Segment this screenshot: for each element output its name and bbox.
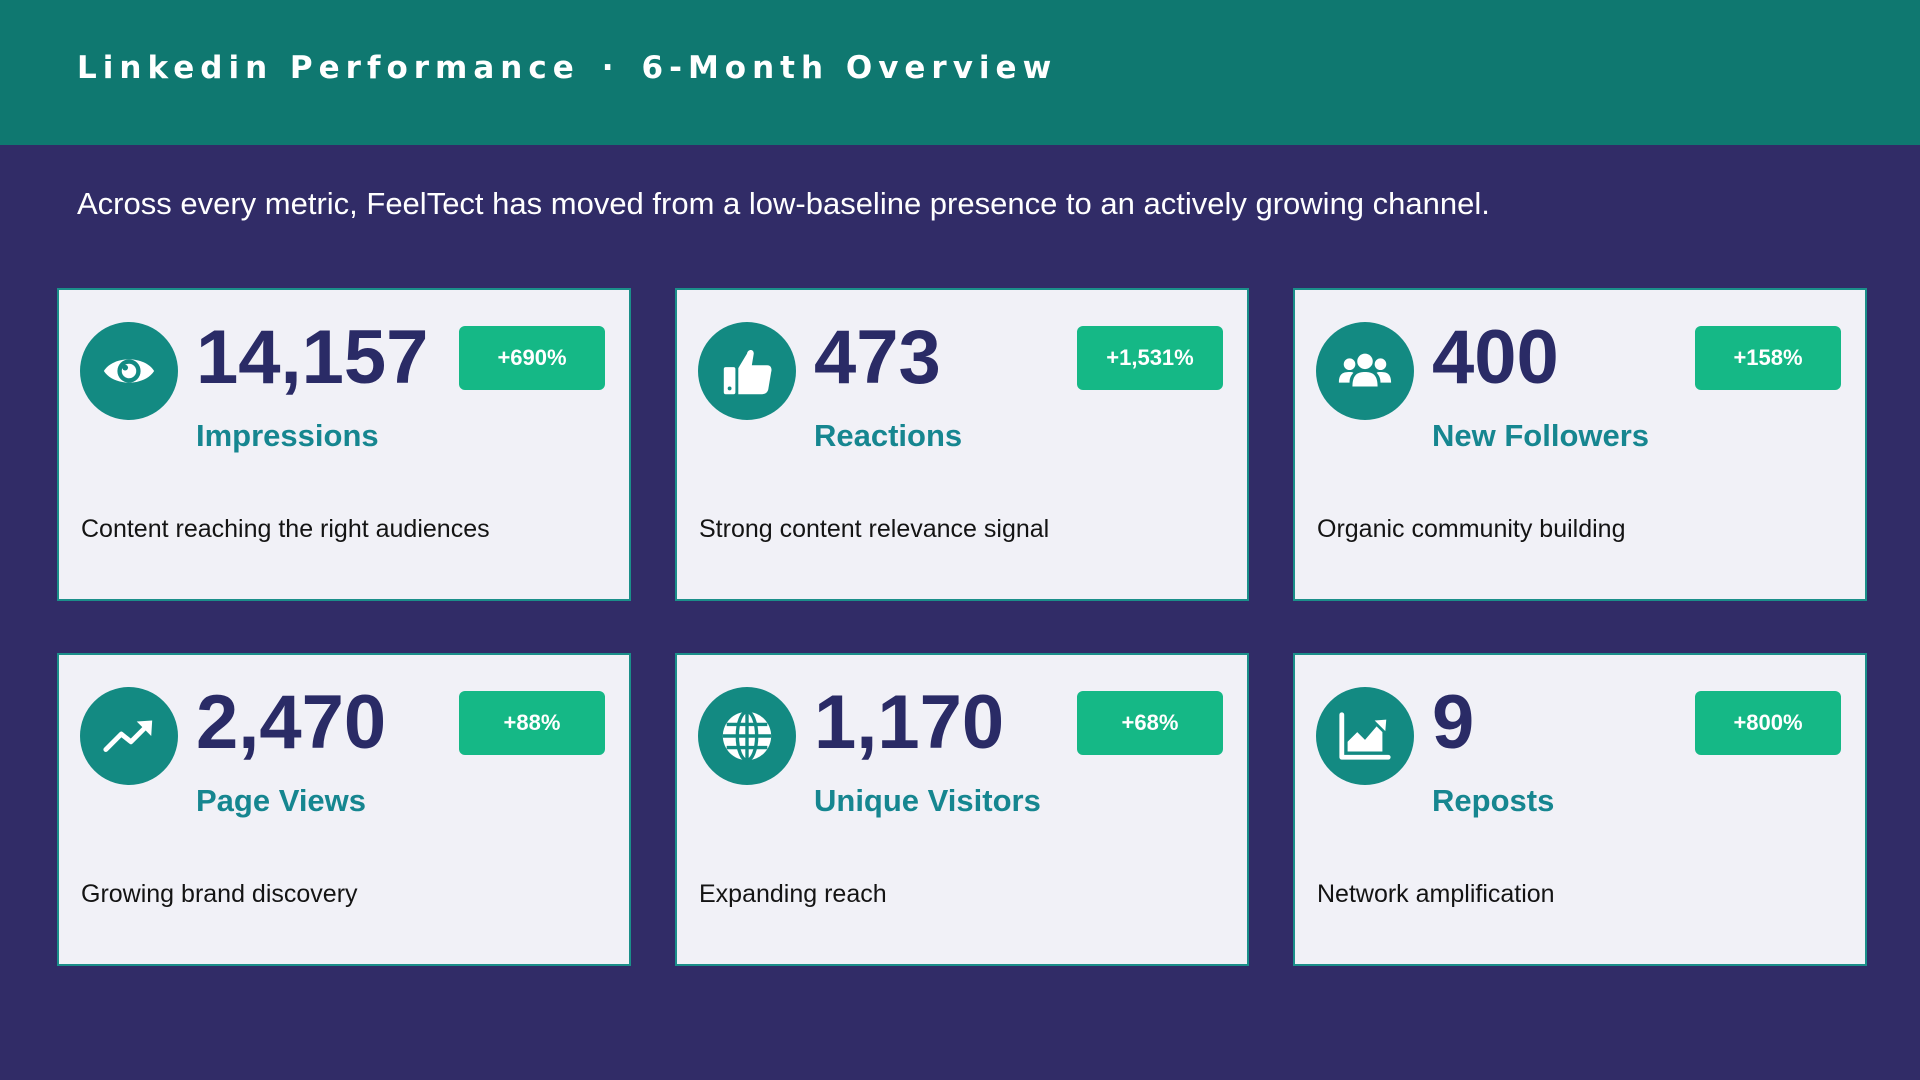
metric-label: Reposts (1432, 783, 1555, 818)
metric-card-unique-visitors: 1,170 Unique Visitors +68% Expanding rea… (675, 653, 1249, 966)
period-text: 6-Month Overview (641, 50, 1058, 86)
globe-icon (698, 687, 796, 785)
metric-description: Content reaching the right audiences (81, 515, 490, 543)
change-badge: +690% (459, 326, 605, 390)
metric-card-reposts: 9 Reposts +800% Network amplification (1293, 653, 1867, 966)
metric-label: Impressions (196, 418, 379, 453)
metric-value: 400 (1432, 315, 1559, 400)
trending-up-icon (80, 687, 178, 785)
area-chart-icon (1316, 687, 1414, 785)
metric-description: Network amplification (1317, 880, 1555, 908)
metric-card-page-views: 2,470 Page Views +88% Growing brand disc… (57, 653, 631, 966)
metric-description: Growing brand discovery (81, 880, 358, 908)
title-text: Linkedin Performance (77, 50, 580, 86)
change-badge: +158% (1695, 326, 1841, 390)
metric-card-impressions: 14,157 Impressions +690% Content reachin… (57, 288, 631, 601)
metric-value: 1,170 (814, 680, 1005, 765)
metric-value: 2,470 (196, 680, 387, 765)
metric-description: Organic community building (1317, 515, 1626, 543)
metric-description: Strong content relevance signal (699, 515, 1050, 543)
metric-label: Page Views (196, 783, 367, 818)
thumbs-up-icon (698, 322, 796, 420)
metric-description: Expanding reach (699, 880, 887, 908)
header-bar: Linkedin Performance · 6-Month Overview (0, 0, 1920, 145)
metric-value: 473 (814, 315, 941, 400)
change-badge: +1,531% (1077, 326, 1223, 390)
change-badge: +88% (459, 691, 605, 755)
change-badge: +68% (1077, 691, 1223, 755)
metric-value: 9 (1432, 680, 1475, 765)
metric-value: 14,157 (196, 315, 429, 400)
page-title: Linkedin Performance · 6-Month Overview (77, 50, 1057, 86)
metric-label: Reactions (814, 418, 963, 453)
users-icon (1316, 322, 1414, 420)
change-badge: +800% (1695, 691, 1841, 755)
metric-label: Unique Visitors (814, 783, 1041, 818)
summary-subtitle: Across every metric, FeelTect has moved … (77, 186, 1490, 221)
title-separator: · (601, 50, 620, 86)
metric-card-reactions: 473 Reactions +1,531% Strong content rel… (675, 288, 1249, 601)
metric-label: New Followers (1432, 418, 1650, 453)
metric-card-new-followers: 400 New Followers +158% Organic communit… (1293, 288, 1867, 601)
eye-icon (80, 322, 178, 420)
